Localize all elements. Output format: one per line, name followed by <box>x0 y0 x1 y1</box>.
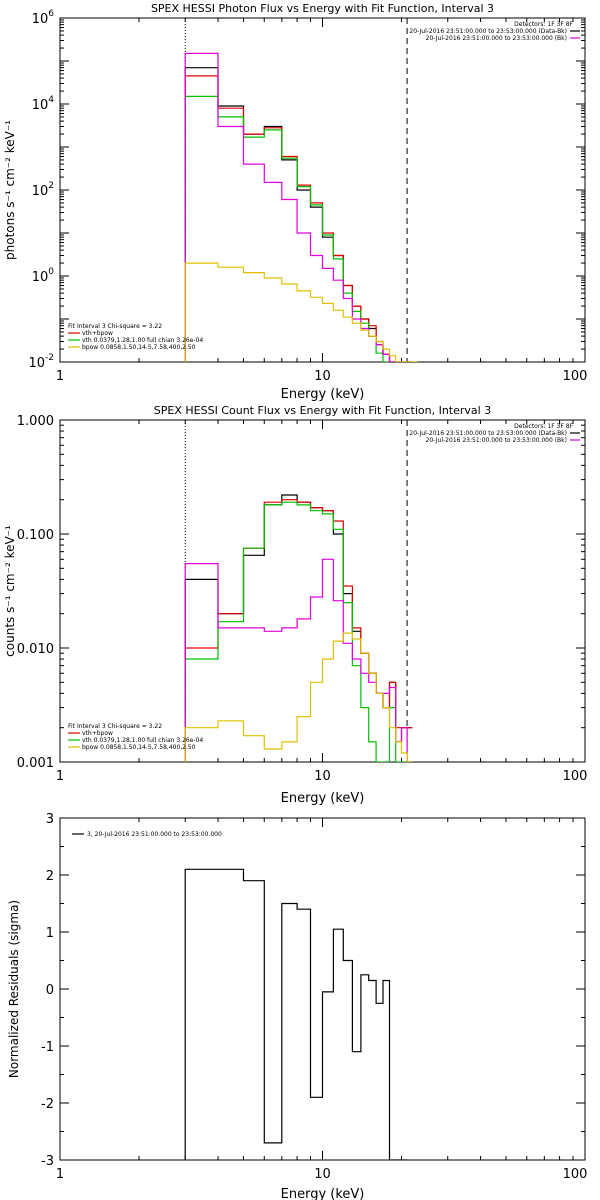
series-bpow <box>184 262 418 362</box>
chart-title: SPEX HESSI Photon Flux vs Energy with Fi… <box>151 2 494 15</box>
x-axis-label: Energy (keV) <box>281 791 365 806</box>
y-tick-label: 0 <box>46 983 54 998</box>
y-axis-label: photons s⁻¹ cm⁻² keV⁻¹ <box>3 120 17 260</box>
y-tick-label: 0.001 <box>17 756 54 771</box>
legend-detectors: Detectors: 1F 3F 8F <box>514 423 573 430</box>
x-tick-label: 10 <box>314 1167 331 1182</box>
y-tick-label: 10-2 <box>28 353 54 371</box>
legend-entry: 20-Jul-2016 23:51:00.000 to 23:53:00.000… <box>409 430 567 437</box>
series-bpow <box>184 632 413 762</box>
x-tick-label: 10 <box>314 369 331 384</box>
x-tick-label: 100 <box>563 369 588 384</box>
legend-entry: 20-Jul-2016 23:51:00.000 to 23:53:00.000… <box>426 437 567 444</box>
y-tick-label: 1 <box>46 926 54 941</box>
fit-legend-entry: vth 0.0379,1.28,1.00 full chian 3.26e-04 <box>82 737 203 744</box>
fit-legend-entry: vth 0.0379,1.28,1.00 full chian 3.26e-04 <box>82 337 203 344</box>
x-tick-label: 1 <box>56 369 64 384</box>
y-tick-label: 0.010 <box>17 642 54 657</box>
fit-legend-entry: bpow 0.0858,1.50,14.5,7.58,400,2.50 <box>82 744 196 751</box>
y-tick-label: -1 <box>41 1040 54 1055</box>
y-axis-label: counts s⁻¹ cm⁻² keV⁻¹ <box>3 525 17 657</box>
y-tick-label: -3 <box>41 1154 54 1169</box>
plot-frame <box>59 817 586 1161</box>
fit-legend-title: Fit Interval 3 Chi-square = 3.22 <box>68 323 162 330</box>
series-total <box>184 499 413 762</box>
legend-detectors: Detectors: 1F 3F 8F <box>514 21 573 28</box>
chart-title: SPEX HESSI Count Flux vs Energy with Fit… <box>154 404 491 417</box>
series-vth <box>184 501 413 762</box>
panel-2: SPEX HESSI Count Flux vs Energy with Fit… <box>3 404 587 806</box>
y-tick-label: 0.100 <box>17 528 54 543</box>
x-tick-label: 100 <box>563 769 588 784</box>
panel-3: Energy (keV) Normalized Residuals (sigma)… <box>7 812 587 1200</box>
x-tick-label: 1 <box>56 1167 64 1182</box>
y-tick-label: 100 <box>32 267 55 285</box>
y-tick-label: 102 <box>32 181 54 199</box>
series-residual <box>184 868 408 1160</box>
y-tick-label: 104 <box>32 95 55 113</box>
x-axis-label: Energy (keV) <box>281 387 365 402</box>
legend-entry: 3, 20-Jul-2016 23:51:00.000 to 23:53:00.… <box>87 831 222 838</box>
y-tick-label: 106 <box>32 9 55 27</box>
x-tick-label: 100 <box>563 1167 588 1182</box>
series-bk <box>184 558 413 762</box>
series-data <box>184 67 396 362</box>
plot-frame <box>59 17 586 363</box>
fit-legend-entry: bpow 0.0858,1.50,14.5,7.58,400,2.50 <box>82 344 196 351</box>
y-tick-label: 2 <box>46 869 54 884</box>
y-tick-label: 1.000 <box>17 414 54 429</box>
y-tick-label: 3 <box>46 812 54 827</box>
legend-entry: 20-Jul-2016 23:51:00.000 to 23:53:00.000… <box>409 28 567 35</box>
panel-1: SPEX HESSI Photon Flux vs Energy with Fi… <box>3 2 587 402</box>
fit-legend-title: Fit Interval 3 Chi-square = 3.22 <box>68 723 162 730</box>
fit-legend-entry: vth+bpow <box>82 330 113 337</box>
y-axis-label: Normalized Residuals (sigma) <box>7 900 21 1078</box>
series-vth <box>184 95 413 362</box>
legend-entry: 20-Jul-2016 23:51:00.000 to 23:53:00.000… <box>426 35 567 42</box>
x-tick-label: 10 <box>314 769 331 784</box>
x-tick-label: 1 <box>56 769 64 784</box>
series-bk <box>184 52 413 362</box>
y-tick-label: -2 <box>41 1097 54 1112</box>
fit-legend-entry: vth+bpow <box>82 730 113 737</box>
x-axis-label: Energy (keV) <box>281 1187 365 1200</box>
series-total <box>184 75 413 362</box>
